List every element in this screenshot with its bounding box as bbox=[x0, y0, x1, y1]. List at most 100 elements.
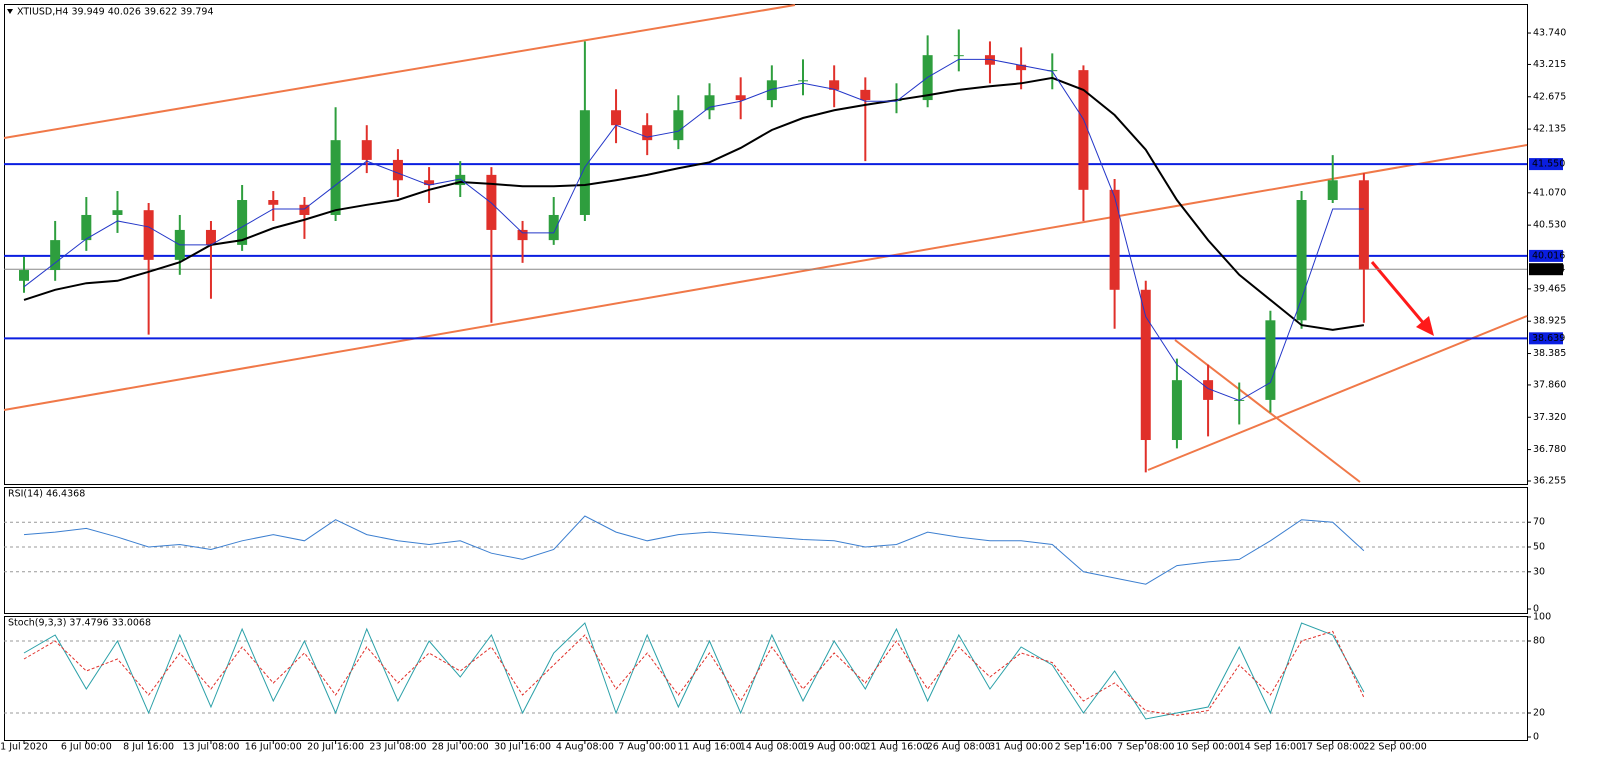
stoch-title: Stoch(9,3,3) 37.4796 33.0068 bbox=[8, 618, 151, 629]
candle-body bbox=[1078, 70, 1089, 190]
rsi-panel bbox=[4, 487, 1528, 614]
price-label: 41.550 bbox=[1532, 159, 1565, 170]
price-label: 40.016 bbox=[1532, 250, 1565, 261]
x-tick-label: 6 Jul 00:00 bbox=[61, 742, 112, 753]
candle-body bbox=[1327, 180, 1338, 201]
candle-body bbox=[1016, 64, 1027, 71]
y-tick-label: 42.135 bbox=[1533, 124, 1566, 135]
y-tick-label: 41.070 bbox=[1533, 187, 1566, 198]
triangle-support bbox=[1147, 315, 1528, 471]
price-label-box bbox=[1529, 158, 1563, 171]
candle-body bbox=[237, 200, 248, 245]
candle-body bbox=[766, 80, 777, 101]
y-tick-label: 36.780 bbox=[1533, 444, 1566, 455]
x-tick-label: 30 Jul 16:00 bbox=[494, 742, 551, 753]
x-tick-label: 14 Aug 08:00 bbox=[740, 742, 804, 753]
candle-body bbox=[1203, 380, 1214, 400]
x-tick-label: 4 Aug 08:00 bbox=[556, 742, 614, 753]
candle-body bbox=[953, 55, 964, 57]
candle-body bbox=[1296, 200, 1307, 321]
candle-body bbox=[1109, 189, 1120, 290]
y-tick-label: 38.925 bbox=[1533, 316, 1566, 327]
x-tick-label: 2 Sep 16:00 bbox=[1055, 742, 1112, 753]
x-tick-label: 28 Jul 00:00 bbox=[432, 742, 489, 753]
y-tick-label: 0 bbox=[1533, 732, 1539, 743]
candle-body bbox=[611, 110, 622, 126]
candle-body bbox=[642, 125, 653, 141]
candle-body bbox=[1358, 180, 1369, 270]
price-label: 38.639 bbox=[1532, 333, 1565, 344]
main-panel bbox=[4, 4, 1528, 485]
arrow-shaft bbox=[1370, 261, 1427, 326]
x-tick-label: 16 Jul 00:00 bbox=[245, 742, 302, 753]
y-tick-label: 43.215 bbox=[1533, 59, 1566, 70]
x-tick-label: 22 Sep 00:00 bbox=[1363, 742, 1426, 753]
y-tick-label: 39.465 bbox=[1533, 283, 1566, 294]
x-tick-label: 11 Aug 16:00 bbox=[677, 742, 741, 753]
trend-lines bbox=[3, 4, 1528, 483]
candle-body bbox=[517, 229, 528, 241]
stoch-panel bbox=[4, 616, 1528, 741]
candle-body bbox=[984, 55, 995, 65]
candle-body bbox=[1265, 320, 1276, 400]
candle-body bbox=[735, 95, 746, 101]
x-tick-label: 19 Aug 00:00 bbox=[802, 742, 866, 753]
y-tick-label: 40.530 bbox=[1533, 220, 1566, 231]
x-tick-label: 21 Aug 16:00 bbox=[864, 742, 928, 753]
price-label: 39.794 bbox=[1532, 264, 1565, 275]
x-tick-label: 7 Aug 00:00 bbox=[618, 742, 676, 753]
y-tick-label: 37.320 bbox=[1533, 412, 1566, 423]
y-tick-label: 0 bbox=[1533, 604, 1539, 615]
x-tick-label: 17 Sep 08:00 bbox=[1301, 742, 1364, 753]
candle-body bbox=[268, 200, 279, 205]
x-tick-label: 23 Jul 08:00 bbox=[369, 742, 426, 753]
y-tick-label: 70 bbox=[1533, 517, 1545, 528]
candle-body bbox=[424, 180, 435, 186]
candle-body bbox=[673, 110, 684, 141]
candle-body bbox=[1140, 289, 1151, 441]
candle-body bbox=[330, 140, 341, 215]
candle-body bbox=[860, 89, 871, 101]
y-tick-label: 30 bbox=[1533, 566, 1545, 577]
indicator-line bbox=[23, 76, 1365, 331]
candle-body bbox=[455, 174, 466, 186]
y-tick-label: 50 bbox=[1533, 542, 1545, 553]
candle-body bbox=[361, 140, 372, 160]
x-tick-label: 26 Aug 08:00 bbox=[927, 742, 991, 753]
chart-title: XTIUSD,H4 39.949 40.026 39.622 39.794 bbox=[17, 7, 214, 18]
y-tick-label: 20 bbox=[1533, 708, 1545, 719]
candle-body bbox=[798, 80, 808, 82]
candle-body bbox=[50, 240, 61, 271]
y-tick-label: 37.860 bbox=[1533, 379, 1566, 390]
channel-bottom bbox=[3, 144, 1528, 411]
candle-body bbox=[1047, 70, 1058, 72]
price-label-box bbox=[1529, 332, 1563, 345]
x-tick-label: 14 Sep 16:00 bbox=[1239, 742, 1302, 753]
arrow-head bbox=[1416, 316, 1434, 336]
candle-body bbox=[299, 204, 310, 215]
candle-body bbox=[392, 159, 403, 181]
channel-top bbox=[3, 4, 796, 139]
price-label-box bbox=[1529, 249, 1563, 262]
triangle-resistance bbox=[1174, 339, 1361, 483]
menu-triangle bbox=[7, 9, 13, 14]
y-tick-label: 38.385 bbox=[1533, 348, 1566, 359]
candle-body bbox=[81, 214, 92, 241]
y-tick-label: 80 bbox=[1533, 636, 1545, 647]
candle-body bbox=[829, 80, 840, 90]
x-tick-label: 1 Jul 2020 bbox=[0, 742, 48, 753]
indicator-line bbox=[23, 58, 1364, 402]
x-tick-label: 31 Aug 00:00 bbox=[989, 742, 1053, 753]
candle-body bbox=[143, 210, 154, 260]
price-label-box bbox=[1529, 263, 1563, 276]
x-tick-label: 20 Jul 16:00 bbox=[307, 742, 364, 753]
candle-body bbox=[19, 270, 29, 281]
rsi-title: RSI(14) 46.4368 bbox=[8, 489, 85, 500]
candle-body bbox=[579, 110, 590, 215]
forecast-arrow bbox=[1370, 261, 1434, 336]
candle-body bbox=[704, 95, 715, 111]
candle-body bbox=[548, 214, 559, 241]
x-tick-label: 10 Sep 00:00 bbox=[1176, 742, 1239, 753]
